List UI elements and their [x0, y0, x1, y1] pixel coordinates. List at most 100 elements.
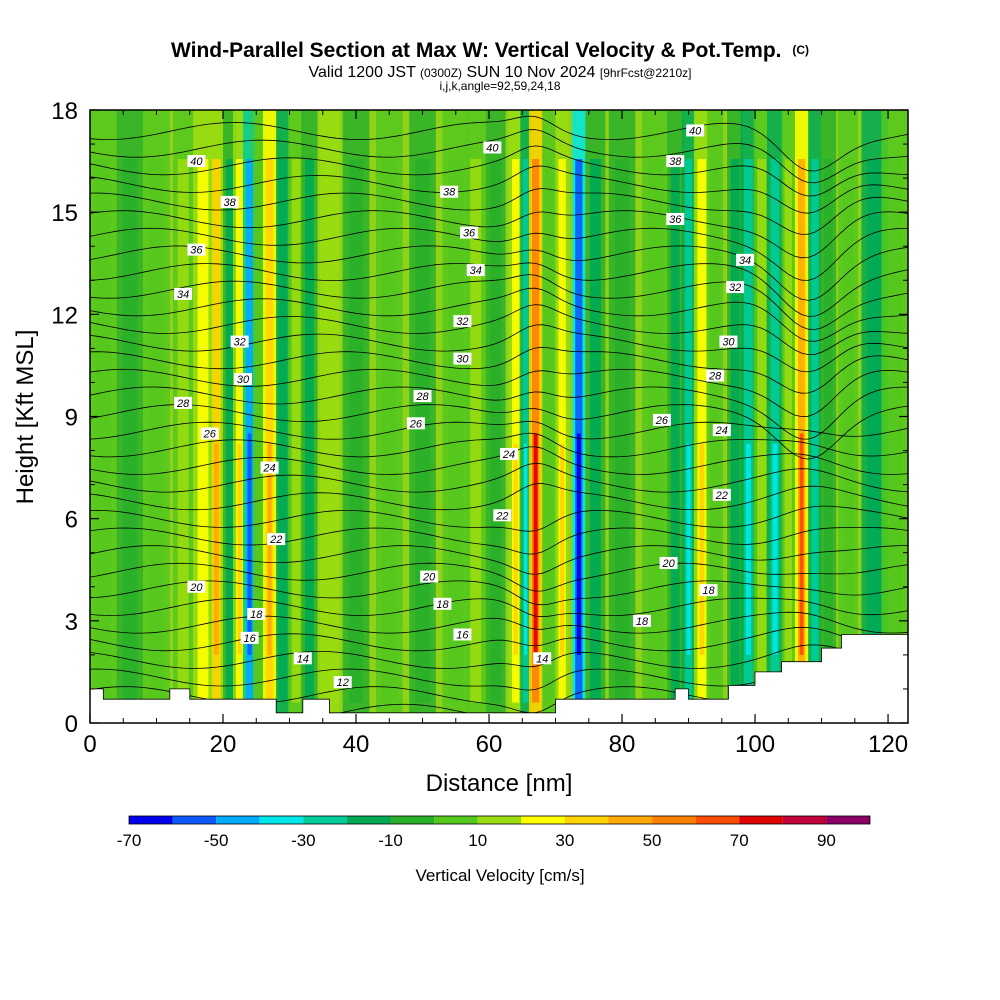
contour-label-box [420, 570, 439, 583]
terrain-polygon [90, 634, 908, 723]
potential-temperature-contours [90, 115, 908, 723]
contour-label-group: 16 [453, 628, 472, 641]
y-tick-label: 18 [51, 98, 78, 125]
velocity-column-inner [811, 159, 819, 703]
contour-label-box [460, 226, 479, 239]
colorbar-swatch [782, 816, 827, 824]
velocity-column-core [799, 433, 804, 655]
theta-contour-line [90, 346, 908, 394]
contour-label: 26 [409, 418, 423, 430]
contour-label-box [652, 413, 671, 426]
velocity-column-inner [647, 159, 663, 703]
x-axis-label: Distance [nm] [426, 770, 573, 797]
velocity-column-inner [95, 159, 111, 703]
colorbar-tick-label: -10 [378, 831, 403, 850]
contour-label-group: 24 [260, 461, 279, 475]
contour-label-box [174, 287, 193, 300]
theta-contour-line [90, 386, 908, 440]
contour-label: 24 [502, 449, 515, 461]
contour-label-group: 20 [659, 556, 678, 570]
contour-label-box [187, 580, 206, 593]
contour-label: 30 [722, 337, 735, 349]
theta-contour-line [90, 545, 908, 575]
contour-label-group: 40 [686, 124, 705, 137]
contour-label-box [247, 608, 266, 621]
contour-label-box [453, 315, 472, 328]
contour-label: 32 [456, 316, 468, 328]
velocity-column-core [247, 433, 252, 655]
theta-contour-line [90, 562, 908, 592]
velocity-column-inner [522, 159, 529, 703]
contour-label-group: 24 [712, 424, 731, 437]
contour-label: 14 [536, 653, 548, 665]
contour-labels: 40 38 36 34 32 30 28 26 24 22 20 18 16 14 12 40 38 36 34 32… [174, 124, 755, 689]
contour-label-box [699, 584, 718, 597]
contour-label-group: 20 [420, 570, 439, 584]
theta-contour-line [90, 527, 908, 555]
colorbar-tick-label: 90 [817, 831, 836, 850]
contour-label-box [200, 427, 219, 440]
theta-contour-line [90, 368, 908, 418]
contour-label: 30 [456, 354, 469, 366]
colorbar-tick-label: -30 [291, 831, 316, 850]
contour-label-box [293, 652, 312, 665]
theta-contour-line [90, 446, 908, 475]
colorbar-tick-label: 70 [730, 831, 749, 850]
contour-label-group: 34 [174, 287, 193, 301]
velocity-column-inner [531, 159, 540, 703]
contour-label-box [230, 335, 249, 348]
theta-contour-line [90, 432, 908, 458]
contour-label-group: 18 [632, 614, 651, 628]
colorbar-swatch [564, 816, 609, 824]
contour-label: 34 [739, 255, 751, 267]
contour-label-group: 22 [712, 488, 731, 502]
contour-label-group: 18 [699, 584, 718, 597]
contour-label-box [406, 417, 425, 430]
contour-label-box [187, 155, 206, 168]
theta-contour-line [90, 324, 908, 373]
x-axis: 0 20 40 60 80 100 120 [83, 110, 908, 758]
contour-label-group: 14 [293, 652, 312, 665]
contour-label-box [220, 195, 239, 208]
colorbar-swatch [346, 816, 391, 824]
contour-label-box [666, 212, 685, 225]
contour-label: 20 [422, 572, 436, 584]
contour-label-box [174, 396, 193, 409]
vertical-velocity-field [90, 110, 908, 723]
velocity-column-inner [614, 159, 630, 703]
velocity-column-inner [511, 159, 520, 703]
contour-label: 26 [203, 429, 217, 441]
velocity-column-core [237, 443, 242, 655]
contour-label-group: 38 [666, 155, 685, 168]
velocity-column-core [686, 443, 691, 655]
contour-label: 16 [243, 633, 256, 645]
contour-label-box [712, 488, 731, 501]
theta-contour-line [90, 129, 908, 184]
contour-label-box [267, 533, 286, 546]
colorbar-swatch [303, 816, 347, 824]
contour-label-box [333, 676, 352, 689]
velocity-column-inner [545, 159, 553, 703]
velocity-column-core [576, 433, 581, 655]
velocity-column-core [213, 443, 219, 655]
velocity-column-inner [245, 159, 254, 703]
contour-label-group: 32 [230, 335, 249, 349]
colorbar-swatch [695, 816, 740, 824]
contour-label: 38 [669, 156, 682, 168]
contour-label: 28 [415, 391, 429, 403]
chart-subtitle-indices: i,j,k,angle=92,59,24,18 [439, 79, 560, 93]
theta-contour-line [90, 210, 908, 259]
velocity-column-inner [558, 159, 566, 703]
theta-contour-line [90, 404, 908, 460]
contour-label-box [533, 652, 552, 665]
contour-label-box [686, 124, 705, 137]
contour-label: 34 [177, 289, 189, 301]
contour-label: 14 [297, 653, 309, 665]
y-tick-label: 9 [65, 405, 78, 432]
y-tick-label: 12 [51, 302, 78, 329]
velocity-column-core [812, 443, 817, 655]
contour-label: 28 [176, 398, 190, 410]
contour-label-group: 28 [706, 369, 725, 383]
contour-label-group: 34 [466, 264, 485, 277]
contour-label-group: 18 [247, 608, 266, 621]
